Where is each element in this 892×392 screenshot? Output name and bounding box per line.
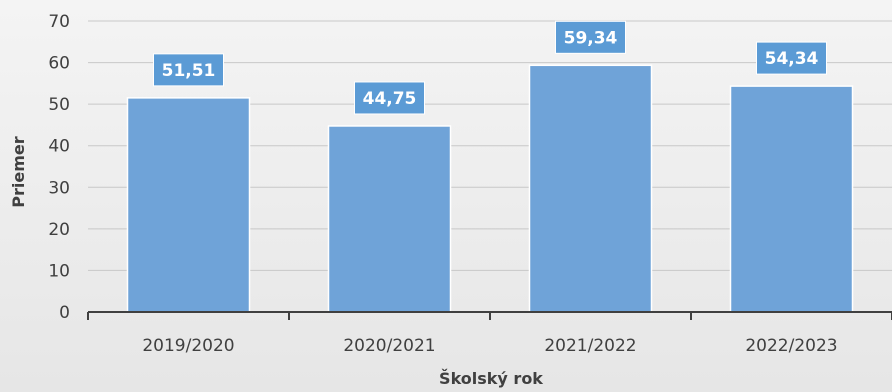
y-tick-label: 50 [48, 95, 70, 115]
data-label-box [153, 53, 224, 87]
data-labels: 51,51 44,75 59,34 54,34 [153, 20, 827, 115]
y-tick-label: 0 [59, 303, 70, 323]
data-label: 54,34 [765, 49, 819, 69]
bar-1 [327, 125, 452, 313]
data-label-box [555, 20, 626, 54]
y-axis-ticks: 0 10 20 30 40 50 60 70 [48, 12, 70, 323]
y-axis-title: Priemer [9, 136, 28, 207]
y-tick-label: 70 [48, 12, 70, 32]
x-axis-title: Školský rok [439, 369, 543, 388]
bar-2 [528, 64, 653, 313]
x-tick-label: 2022/2023 [745, 336, 837, 356]
y-tick-label: 60 [48, 54, 70, 74]
x-axis-ticks: 2019/2020 2020/2021 2021/2022 2022/2023 [142, 336, 837, 356]
data-label-box [756, 41, 827, 75]
data-label: 51,51 [162, 61, 216, 81]
x-axis [87, 311, 892, 320]
y-tick-label: 20 [48, 220, 70, 240]
y-tick-label: 10 [48, 261, 70, 281]
y-tick-label: 30 [48, 178, 70, 198]
bars [126, 64, 854, 313]
bar-0 [126, 97, 251, 313]
x-tick-label: 2021/2022 [544, 336, 636, 356]
bar-3 [729, 85, 854, 313]
x-tick-label: 2019/2020 [142, 336, 234, 356]
data-label-box [354, 81, 425, 115]
data-label: 59,34 [564, 28, 618, 48]
y-tick-label: 40 [48, 137, 70, 157]
data-label: 44,75 [363, 89, 417, 109]
x-tick-label: 2020/2021 [343, 336, 435, 356]
